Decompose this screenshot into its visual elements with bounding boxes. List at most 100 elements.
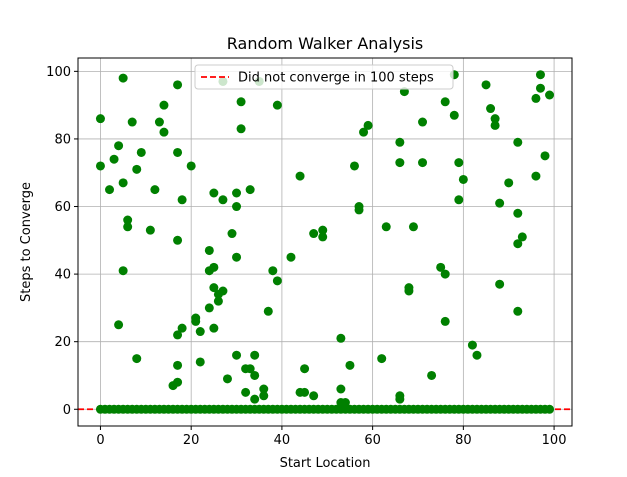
data-point [395, 137, 405, 147]
data-point [440, 316, 450, 326]
data-point [340, 398, 350, 408]
data-point [513, 137, 523, 147]
x-tick-label: 40 [274, 433, 291, 448]
data-point [222, 374, 232, 384]
data-point [204, 303, 214, 313]
data-point [123, 215, 133, 225]
data-point [218, 195, 228, 205]
data-point [318, 225, 328, 235]
data-point [132, 164, 142, 174]
data-point [495, 198, 505, 208]
data-point [95, 114, 105, 124]
y-tick-label: 80 [54, 132, 71, 147]
data-point [154, 117, 164, 127]
axes-frame [77, 57, 573, 427]
x-tick-label: 0 [96, 433, 104, 448]
y-tick-label: 100 [46, 65, 71, 80]
data-point [259, 391, 269, 401]
data-point [118, 178, 128, 188]
y-tick-label: 40 [54, 268, 71, 283]
data-point [300, 387, 310, 397]
data-point [545, 90, 555, 100]
data-point [173, 330, 183, 340]
data-point [467, 340, 477, 350]
data-point [268, 266, 278, 276]
data-point [345, 360, 355, 370]
x-tick-label: 100 [542, 433, 567, 448]
data-point [540, 151, 550, 161]
data-point [513, 208, 523, 218]
data-point [309, 229, 319, 239]
data-point [245, 185, 255, 195]
data-point [195, 327, 205, 337]
data-point [118, 266, 128, 276]
data-point [531, 171, 541, 181]
data-point [418, 158, 428, 168]
data-point [504, 178, 514, 188]
data-point [363, 120, 373, 130]
data-point [395, 158, 405, 168]
data-point [377, 354, 387, 364]
data-point [95, 161, 105, 171]
data-point [236, 124, 246, 134]
data-point [545, 404, 555, 414]
data-point [145, 225, 155, 235]
data-point [236, 97, 246, 107]
legend: Did not converge in 100 steps [194, 64, 454, 90]
data-point [173, 147, 183, 157]
data-point [454, 195, 464, 205]
data-point [173, 377, 183, 387]
data-point [495, 279, 505, 289]
data-point [213, 296, 223, 306]
data-point [513, 239, 523, 249]
data-point [354, 205, 364, 215]
data-point [195, 357, 205, 367]
data-point [440, 97, 450, 107]
data-point [458, 174, 468, 184]
grid-lines [78, 58, 572, 426]
data-point [232, 252, 242, 262]
data-point [132, 354, 142, 364]
data-point [408, 222, 418, 232]
x-tick-label: 80 [455, 433, 472, 448]
data-points [95, 70, 555, 414]
data-point [109, 154, 119, 164]
data-point [245, 364, 255, 374]
data-point [250, 350, 260, 360]
y-tick-label: 0 [63, 403, 71, 418]
data-point [118, 73, 128, 83]
data-point [123, 222, 133, 232]
data-point [404, 286, 414, 296]
data-point [159, 127, 169, 137]
data-point [241, 387, 251, 397]
data-point [209, 323, 219, 333]
data-point [440, 269, 450, 279]
data-point [272, 276, 282, 286]
data-point [349, 161, 359, 171]
data-point [218, 286, 228, 296]
data-point [209, 283, 219, 293]
y-tick-label: 20 [54, 335, 71, 350]
data-point [490, 120, 500, 130]
data-point [449, 110, 459, 120]
y-axis-ticks: 0 20 40 60 80 100 [46, 65, 78, 418]
data-point [295, 171, 305, 181]
data-point [105, 185, 115, 195]
data-point [436, 262, 446, 272]
data-point [309, 391, 319, 401]
data-point [486, 104, 496, 114]
data-point [517, 232, 527, 242]
data-point [318, 232, 328, 242]
data-point [227, 229, 237, 239]
data-point [232, 188, 242, 198]
data-point [232, 350, 242, 360]
data-point [173, 235, 183, 245]
data-point [209, 262, 219, 272]
chart-title: Random Walker Analysis [227, 34, 424, 53]
data-point [191, 316, 201, 326]
data-point [127, 117, 137, 127]
data-point [535, 70, 545, 80]
data-point [336, 384, 346, 394]
data-point [454, 158, 464, 168]
